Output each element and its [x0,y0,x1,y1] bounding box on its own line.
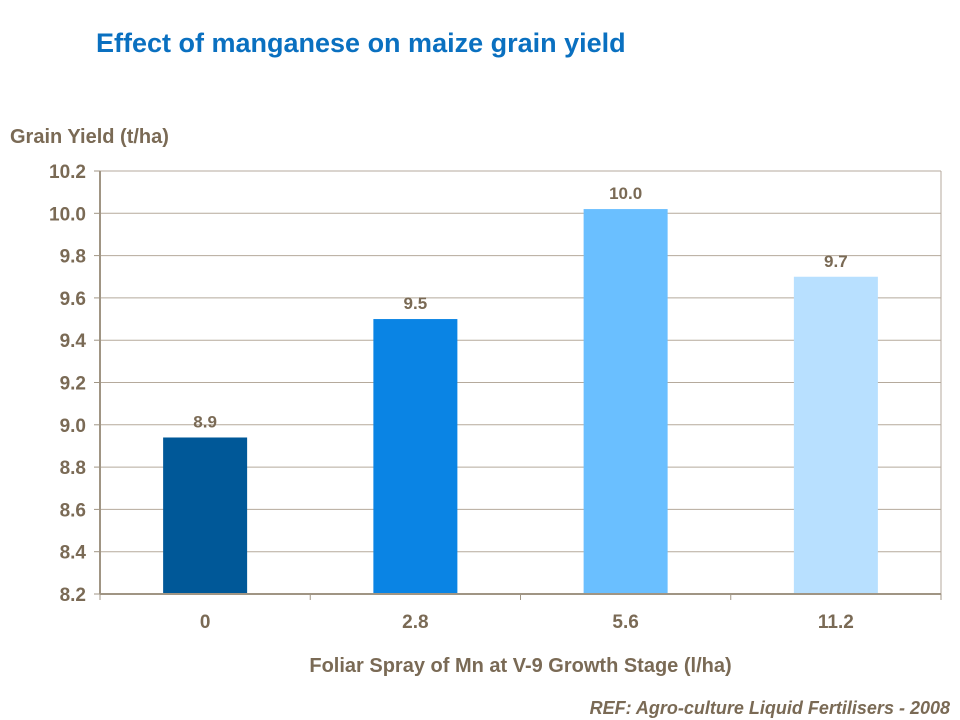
data-label: 9.5 [404,294,428,313]
bar [163,437,248,594]
chart-title: Effect of manganese on maize grain yield [96,28,626,58]
bar [583,209,668,594]
x-tick-label: 5.6 [612,612,638,633]
x-axis-label: Foliar Spray of Mn at V-9 Growth Stage (… [309,655,732,677]
y-tick-label: 8.4 [60,543,87,564]
y-tick-label: 10.2 [49,162,86,183]
y-tick-label: 8.6 [60,500,86,521]
data-label: 8.9 [193,412,217,431]
y-tick-label: 10.0 [49,204,86,225]
y-tick-label: 9.6 [60,289,86,310]
y-tick-label: 9.8 [60,247,86,268]
data-label: 9.7 [824,252,848,271]
x-tick-label: 0 [200,612,211,633]
y-axis-label: Grain Yield (t/ha) [10,126,169,148]
bar [373,319,458,594]
data-label: 10.0 [609,184,642,203]
y-tick-label: 9.4 [60,331,87,352]
y-tick-label: 9.0 [60,416,86,437]
y-tick-label: 8.2 [60,585,86,606]
y-tick-label: 8.8 [60,458,86,479]
x-tick-label: 2.8 [402,612,428,633]
y-tick-label: 9.2 [60,374,86,395]
bar [793,276,878,594]
reference-note: REF: Agro-culture Liquid Fertilisers - 2… [589,698,950,718]
x-tick-label: 11.2 [818,612,854,633]
